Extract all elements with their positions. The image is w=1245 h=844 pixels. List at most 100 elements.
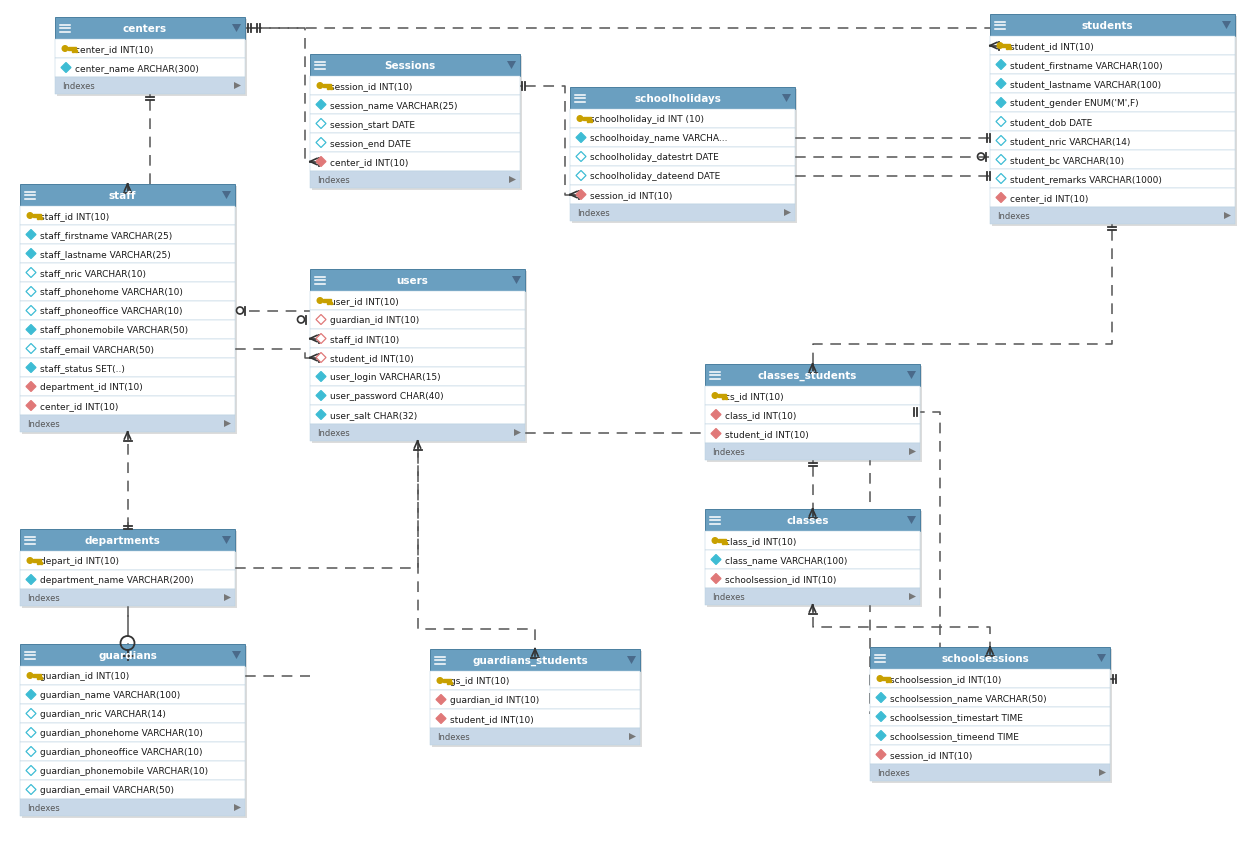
Bar [20,185,235,207]
Polygon shape [576,190,586,200]
Bar [990,56,1235,75]
Bar [1010,47,1011,50]
Bar [20,301,235,321]
Text: guardian_phoneoffice VARCHAR(10): guardian_phoneoffice VARCHAR(10) [40,747,203,756]
Text: student_id INT(10): student_id INT(10) [725,430,809,439]
Bar [870,688,1111,707]
Bar [310,349,525,368]
Text: guardian_id INT(10): guardian_id INT(10) [449,695,539,704]
Bar [586,121,589,123]
Text: session_name VARCHAR(25): session_name VARCHAR(25) [330,101,457,110]
Bar [326,302,329,305]
Bar [20,529,235,551]
Text: student_id INT(10): student_id INT(10) [449,714,534,723]
Bar [310,172,520,189]
Polygon shape [316,100,326,111]
Bar [707,511,923,608]
Bar [20,377,235,397]
Polygon shape [908,517,916,524]
Bar [990,113,1235,132]
Text: center_id INT(10): center_id INT(10) [330,158,408,167]
Bar [883,678,890,680]
Polygon shape [509,176,515,184]
Polygon shape [876,731,886,741]
Bar [310,96,520,115]
Bar [705,510,920,532]
Text: centers: centers [123,24,167,34]
Polygon shape [316,157,326,167]
Text: guardians_students: guardians_students [472,655,588,665]
Text: staff: staff [108,191,136,201]
Bar [990,170,1235,189]
Text: center_name ARCHAR(300): center_name ARCHAR(300) [75,64,199,73]
Bar [725,398,727,399]
Text: guardians: guardians [98,650,157,660]
Polygon shape [26,575,36,585]
Text: center_id INT(10): center_id INT(10) [75,45,153,54]
Bar [20,359,235,377]
Text: staff_nric VARCHAR(10): staff_nric VARCHAR(10) [40,268,146,278]
Polygon shape [908,371,916,380]
Bar [870,726,1111,745]
Bar [36,677,39,679]
Bar [32,674,41,677]
Text: Indexes: Indexes [712,447,745,457]
Polygon shape [436,695,446,705]
Polygon shape [876,711,886,722]
Text: student_nric VARCHAR(14): student_nric VARCHAR(14) [1010,137,1130,146]
Text: student_firstname VARCHAR(100): student_firstname VARCHAR(100) [1010,61,1163,70]
Polygon shape [996,155,1006,165]
Text: session_id INT(10): session_id INT(10) [590,191,672,200]
Bar [705,405,920,425]
Text: class_name VARCHAR(100): class_name VARCHAR(100) [725,555,848,565]
Bar [40,218,41,219]
Polygon shape [1097,654,1106,663]
Bar [570,205,796,222]
Circle shape [711,538,718,544]
Polygon shape [26,382,36,392]
Polygon shape [711,574,721,584]
Bar [310,368,525,387]
Polygon shape [316,138,326,149]
Polygon shape [576,171,586,181]
Circle shape [711,392,718,399]
Bar [20,263,235,283]
Text: Sessions: Sessions [385,61,436,71]
Polygon shape [784,210,791,217]
Text: staff_phonemobile VARCHAR(50): staff_phonemobile VARCHAR(50) [40,326,188,334]
Text: Indexes: Indexes [27,593,60,603]
Polygon shape [224,420,232,428]
Bar [57,20,247,97]
Text: staff_id INT(10): staff_id INT(10) [330,334,400,344]
Bar [990,15,1235,37]
Text: class_id INT(10): class_id INT(10) [725,410,797,419]
Bar [20,644,245,666]
Text: schoolsession_timestart TIME: schoolsession_timestart TIME [890,712,1023,721]
Polygon shape [996,175,1006,184]
Bar [310,311,525,330]
Bar [20,207,235,225]
Text: guardian_id INT(10): guardian_id INT(10) [330,316,420,325]
Text: staff_phoneoffice VARCHAR(10): staff_phoneoffice VARCHAR(10) [40,306,183,316]
Text: student_dob DATE: student_dob DATE [1010,118,1092,127]
Polygon shape [512,277,520,284]
Bar [570,88,796,110]
Bar [1006,47,1008,50]
Circle shape [996,43,1003,50]
Bar [990,151,1235,170]
Polygon shape [26,230,36,241]
Bar [707,366,923,463]
Bar [67,48,76,51]
Polygon shape [316,372,326,382]
Bar [717,539,726,542]
Polygon shape [26,325,36,335]
Bar [326,88,329,90]
Bar [20,799,245,816]
Bar [430,690,640,709]
Polygon shape [26,709,36,718]
Text: guardian_name VARCHAR(100): guardian_name VARCHAR(100) [40,690,181,699]
Polygon shape [507,62,515,70]
Bar [310,153,520,172]
Bar [992,17,1238,227]
Bar [705,387,920,405]
